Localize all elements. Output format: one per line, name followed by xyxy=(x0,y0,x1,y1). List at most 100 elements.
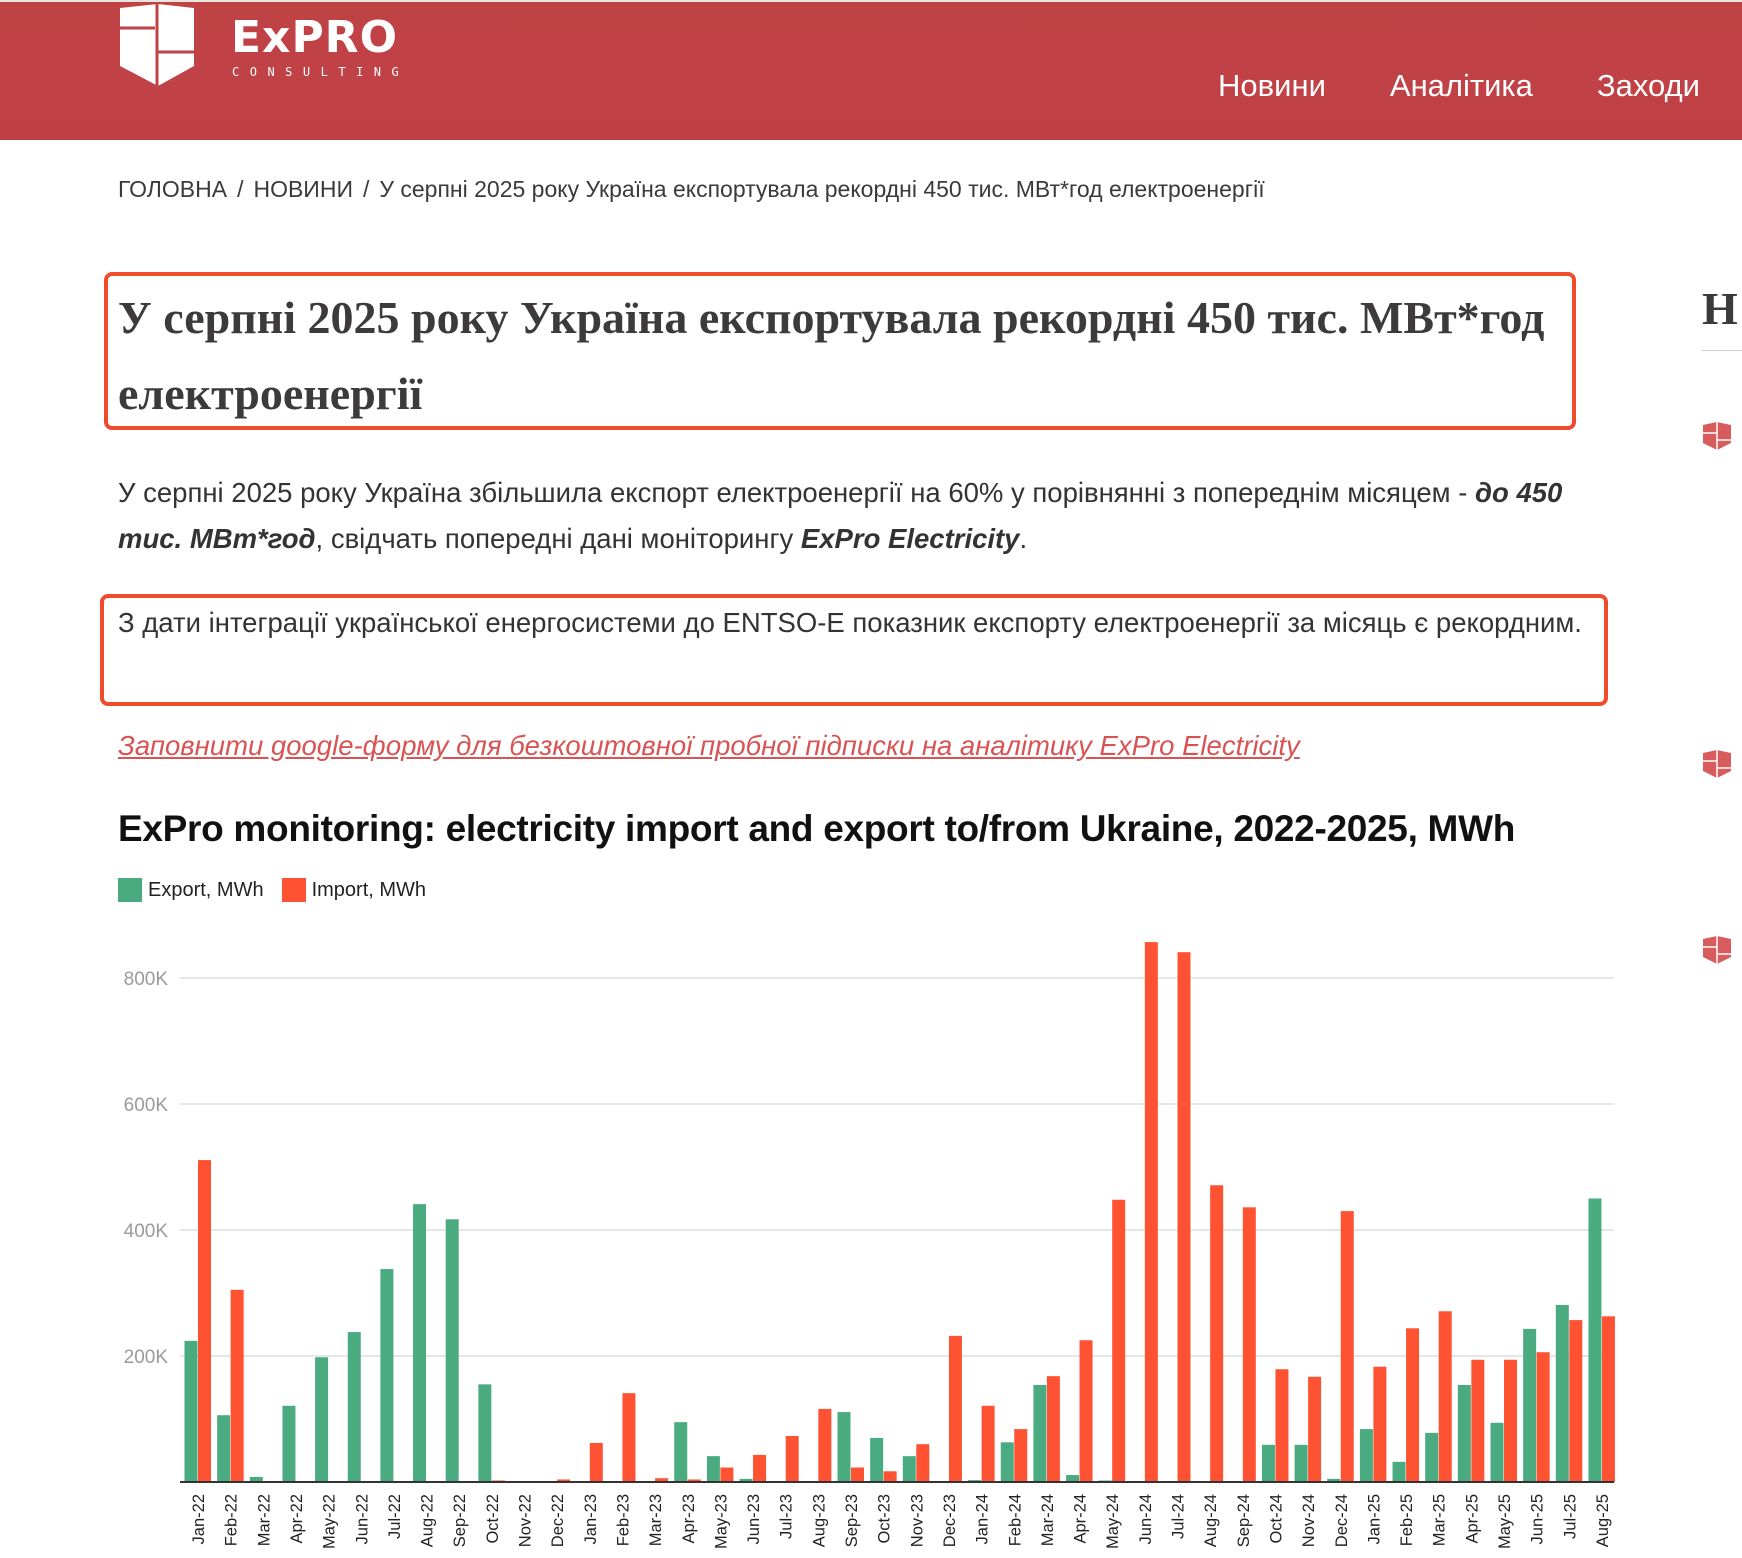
import-bar[interactable] xyxy=(1438,1311,1452,1482)
export-bar[interactable] xyxy=(1294,1444,1308,1482)
import-bar[interactable] xyxy=(1014,1429,1028,1482)
import-bar[interactable] xyxy=(1569,1320,1583,1482)
export-bar[interactable] xyxy=(870,1437,884,1482)
x-axis-tick-label: Sep-24 xyxy=(1235,1494,1253,1547)
x-axis-tick-label: Nov-23 xyxy=(908,1494,926,1547)
x-axis-tick-label: Aug-24 xyxy=(1202,1494,1220,1547)
x-axis-tick-label: Aug-25 xyxy=(1594,1494,1612,1547)
import-bar[interactable] xyxy=(785,1436,799,1482)
import-bar[interactable] xyxy=(818,1408,832,1482)
breadcrumb-news[interactable]: НОВИНИ xyxy=(253,176,353,202)
export-bar[interactable] xyxy=(1392,1461,1406,1482)
breadcrumb-home[interactable]: ГОЛОВНА xyxy=(118,176,228,202)
x-axis-tick-label: Nov-24 xyxy=(1300,1494,1318,1547)
subscription-form-link[interactable]: Заповнити google-форму для безкоштовної … xyxy=(118,730,1300,761)
x-axis-tick-label: Mar-22 xyxy=(255,1494,273,1546)
main-nav: Новини Аналітика Заходи xyxy=(1218,68,1700,104)
import-bar[interactable] xyxy=(1275,1369,1289,1482)
import-bar[interactable] xyxy=(720,1467,734,1482)
export-bar[interactable] xyxy=(1588,1198,1602,1483)
x-axis-tick-label: Sep-22 xyxy=(451,1494,469,1547)
logo[interactable]: ExPRO CONSULTING xyxy=(118,4,438,90)
import-bar[interactable] xyxy=(1210,1185,1224,1482)
import-bar[interactable] xyxy=(1112,1199,1126,1482)
export-bar[interactable] xyxy=(445,1219,459,1482)
import-bar[interactable] xyxy=(1601,1316,1615,1482)
export-bar[interactable] xyxy=(1425,1432,1439,1482)
import-bar[interactable] xyxy=(1536,1352,1550,1482)
chart-title: ExPro monitoring: electricity import and… xyxy=(118,808,1515,849)
export-bar[interactable] xyxy=(184,1340,198,1482)
news-bullet-logo-icon xyxy=(1703,936,1731,964)
x-axis-tick-label: Jul-24 xyxy=(1170,1494,1188,1539)
export-bar[interactable] xyxy=(902,1456,916,1482)
import-bar[interactable] xyxy=(1373,1366,1387,1482)
legend-import[interactable]: Import, MWh xyxy=(281,878,426,902)
import-bar[interactable] xyxy=(916,1444,930,1482)
import-bar[interactable] xyxy=(655,1478,669,1482)
logo-wordmark: ExPRO xyxy=(231,12,398,63)
export-bar[interactable] xyxy=(739,1478,753,1482)
export-bar[interactable] xyxy=(1261,1444,1275,1482)
paragraph-highlight-box xyxy=(100,594,1608,706)
x-axis-tick-label: Jan-25 xyxy=(1365,1494,1383,1544)
x-axis-tick-label: Jan-22 xyxy=(190,1494,208,1544)
export-bar[interactable] xyxy=(413,1204,427,1482)
import-bar[interactable] xyxy=(753,1454,767,1482)
x-axis-tick-label: Jun-25 xyxy=(1529,1494,1547,1544)
import-bar[interactable] xyxy=(687,1479,701,1482)
export-bar[interactable] xyxy=(1457,1384,1471,1482)
import-bar[interactable] xyxy=(1406,1328,1420,1482)
import-bar[interactable] xyxy=(1308,1376,1322,1482)
export-bar[interactable] xyxy=(347,1332,361,1482)
import-bar[interactable] xyxy=(1079,1340,1093,1482)
chart-legend: Export, MWh Import, MWh xyxy=(118,878,444,902)
import-bar[interactable] xyxy=(1340,1211,1354,1482)
nav-analytics[interactable]: Аналітика xyxy=(1389,68,1533,103)
export-bar[interactable] xyxy=(217,1415,231,1482)
import-bar[interactable] xyxy=(622,1393,636,1482)
export-bar[interactable] xyxy=(1523,1328,1537,1482)
import-bar[interactable] xyxy=(589,1442,603,1482)
export-bar[interactable] xyxy=(282,1405,296,1482)
export-bar[interactable] xyxy=(1359,1429,1373,1482)
nav-events[interactable]: Заходи xyxy=(1596,68,1700,103)
import-bar[interactable] xyxy=(981,1405,995,1482)
export-bar[interactable] xyxy=(674,1422,688,1482)
export-bar[interactable] xyxy=(478,1384,492,1482)
import-bar[interactable] xyxy=(851,1467,864,1482)
import-bar[interactable] xyxy=(198,1160,211,1482)
title-highlight-box xyxy=(104,272,1576,430)
export-bar[interactable] xyxy=(1066,1475,1080,1482)
import-bar[interactable] xyxy=(1471,1359,1485,1482)
import-bar[interactable] xyxy=(883,1471,897,1482)
x-axis-tick-label: Jan-23 xyxy=(582,1494,600,1544)
export-bar[interactable] xyxy=(837,1412,851,1482)
export-bar[interactable] xyxy=(1490,1422,1504,1482)
export-bar[interactable] xyxy=(380,1269,394,1482)
export-bar[interactable] xyxy=(706,1456,720,1482)
export-bar[interactable] xyxy=(1555,1304,1569,1482)
export-bar[interactable] xyxy=(1033,1384,1047,1482)
x-axis-tick-label: May-24 xyxy=(1104,1494,1122,1549)
legend-export[interactable]: Export, MWh xyxy=(118,878,264,902)
export-bar[interactable] xyxy=(249,1476,263,1482)
import-bar[interactable] xyxy=(230,1289,244,1482)
import-bar[interactable] xyxy=(1242,1207,1256,1482)
import-bar[interactable] xyxy=(1504,1359,1517,1482)
import-bar[interactable] xyxy=(1144,942,1158,1482)
import-bar[interactable] xyxy=(557,1479,571,1482)
y-axis-tick-label: 400K xyxy=(124,1221,169,1242)
breadcrumb-separator: / xyxy=(237,176,244,202)
export-bar[interactable] xyxy=(315,1357,329,1482)
import-bar[interactable] xyxy=(1046,1376,1060,1482)
legend-swatch-export xyxy=(118,878,142,902)
y-axis-tick-label: 800K xyxy=(124,969,169,990)
export-bar[interactable] xyxy=(1327,1478,1341,1482)
import-bar[interactable] xyxy=(1177,952,1191,1482)
logo-subtitle: CONSULTING xyxy=(232,65,410,79)
x-axis-tick-label: Feb-23 xyxy=(614,1494,632,1546)
import-bar[interactable] xyxy=(948,1335,962,1482)
export-bar[interactable] xyxy=(1000,1442,1014,1482)
nav-news[interactable]: Новини xyxy=(1218,68,1326,103)
